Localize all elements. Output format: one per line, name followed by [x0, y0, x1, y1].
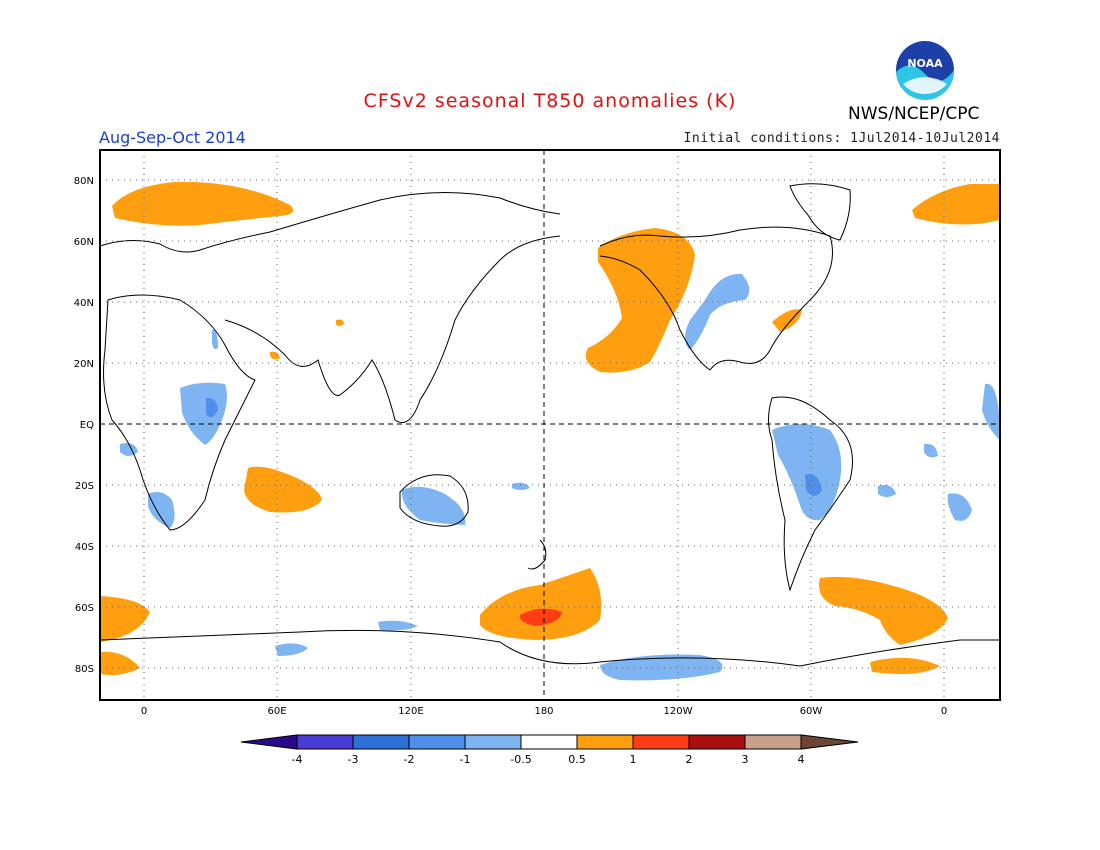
cool-anomaly-antarctic-pacific [600, 654, 723, 681]
colorbar-tick-label: -4 [292, 753, 303, 766]
cool-anomaly-north-america [685, 273, 750, 350]
warm-anomaly-india [336, 319, 344, 326]
cool-anomaly-west-africa-coast [982, 383, 1000, 440]
warm-anomaly-antarctic-east [870, 657, 940, 674]
lat-label: 60S [75, 603, 94, 614]
lon-label: 60W [800, 706, 823, 717]
colorbar-tick-label: -0.5 [510, 753, 531, 766]
colorbar-segment [352, 734, 410, 750]
initial-conditions: Initial conditions: 1Jul2014-10Jul2014 [683, 131, 1000, 146]
colorbar-segment [464, 734, 522, 750]
noaa-logo: NOAA [896, 41, 955, 100]
cool-anomaly-south-pacific-small [512, 482, 530, 490]
colorbar-arrow-high [800, 734, 859, 750]
colorbar-tick-label: 1 [630, 753, 637, 766]
cool-anomaly-australia [401, 486, 466, 525]
warm-anomaly-north-atlantic-russia [112, 181, 294, 226]
warm-strong-core [519, 608, 562, 626]
lat-label: 80S [75, 664, 94, 675]
warm-anomaly-arabia [270, 351, 280, 360]
coastlines [99, 183, 1000, 667]
cool-anomaly-red-sea [212, 329, 218, 349]
lon-label: 120W [664, 706, 693, 717]
colorbar-tick-label: 3 [742, 753, 749, 766]
cool-anomaly-antarctic-aus [378, 620, 418, 631]
colorbar-tick-label: -3 [348, 753, 359, 766]
colorbar-arrow-low [240, 734, 298, 750]
colorbar-segment [688, 734, 746, 750]
cool-anomaly-south-america [772, 424, 842, 521]
cool-strong-south-america [805, 474, 822, 496]
reference-lines [100, 150, 1000, 700]
colorbar-segment [520, 734, 578, 750]
lat-label: 20N [74, 359, 94, 370]
lon-label: 0 [941, 706, 947, 717]
lon-label: 180 [534, 706, 553, 717]
warm-anomaly-madagascar [244, 466, 322, 513]
longitude-labels: 0 60E 120E 180 120W 60W 0 [141, 706, 947, 717]
cool-strong-central-africa [206, 397, 218, 418]
lat-label: 20S [75, 481, 94, 492]
colorbar-labels: -4 -3 -2 -1 -0.5 0.5 1 2 3 4 [292, 753, 805, 766]
warm-anomaly-south-indian-west [100, 596, 150, 642]
lat-label: 40S [75, 542, 94, 553]
warm-anomaly-northeast-pacific [585, 228, 695, 373]
colorbar-segment [632, 734, 690, 750]
colorbar-tick-label: 2 [686, 753, 693, 766]
colorbar-tick-label: -2 [404, 753, 415, 766]
warm-anomaly-southern-pacific [480, 568, 602, 640]
lat-label: 80N [74, 176, 94, 187]
anomaly-shading [100, 181, 1000, 681]
cool-anomaly-central-africa [180, 382, 227, 445]
colorbar-tick-label: 4 [798, 753, 805, 766]
warm-anomaly-western-atlantic [772, 309, 802, 332]
colorbar-segment [296, 734, 354, 750]
lat-label: EQ [80, 420, 94, 431]
lon-label: 120E [398, 706, 423, 717]
cool-anomaly-south-atlantic-small [924, 443, 938, 458]
lat-label: 40N [74, 298, 94, 309]
cool-anomaly-brazil-offshore [878, 485, 896, 497]
warm-anomaly-greenland [912, 184, 1000, 225]
warm-anomaly-antarctic-west [100, 651, 140, 676]
cool-anomaly-east-atlantic [947, 493, 972, 521]
graticule [100, 150, 1000, 700]
map-frame [99, 149, 1001, 701]
colorbar-tick-label: 0.5 [568, 753, 586, 766]
organization-label: NWS/NCEP/CPC [848, 104, 980, 124]
lon-label: 0 [141, 706, 147, 717]
forecast-period: Aug-Sep-Oct 2014 [99, 128, 246, 147]
colorbar-segment [576, 734, 634, 750]
map-title: CFSv2 seasonal T850 anomalies (K) [363, 90, 737, 112]
colorbar-segment [744, 734, 802, 750]
colorbar [240, 734, 859, 750]
cool-anomaly-antarctic-indian [275, 643, 308, 656]
cool-anomaly-south-africa [148, 492, 175, 528]
noaa-logo-text: NOAA [907, 57, 943, 70]
warm-anomaly-southern-atlantic [819, 576, 948, 645]
colorbar-segment [408, 734, 466, 750]
colorbar-tick-label: -1 [460, 753, 471, 766]
lat-label: 60N [74, 237, 94, 248]
lon-label: 60E [267, 706, 286, 717]
latitude-labels: 80N 60N 40N 20N EQ 20S 40S 60S 80S [74, 176, 94, 675]
